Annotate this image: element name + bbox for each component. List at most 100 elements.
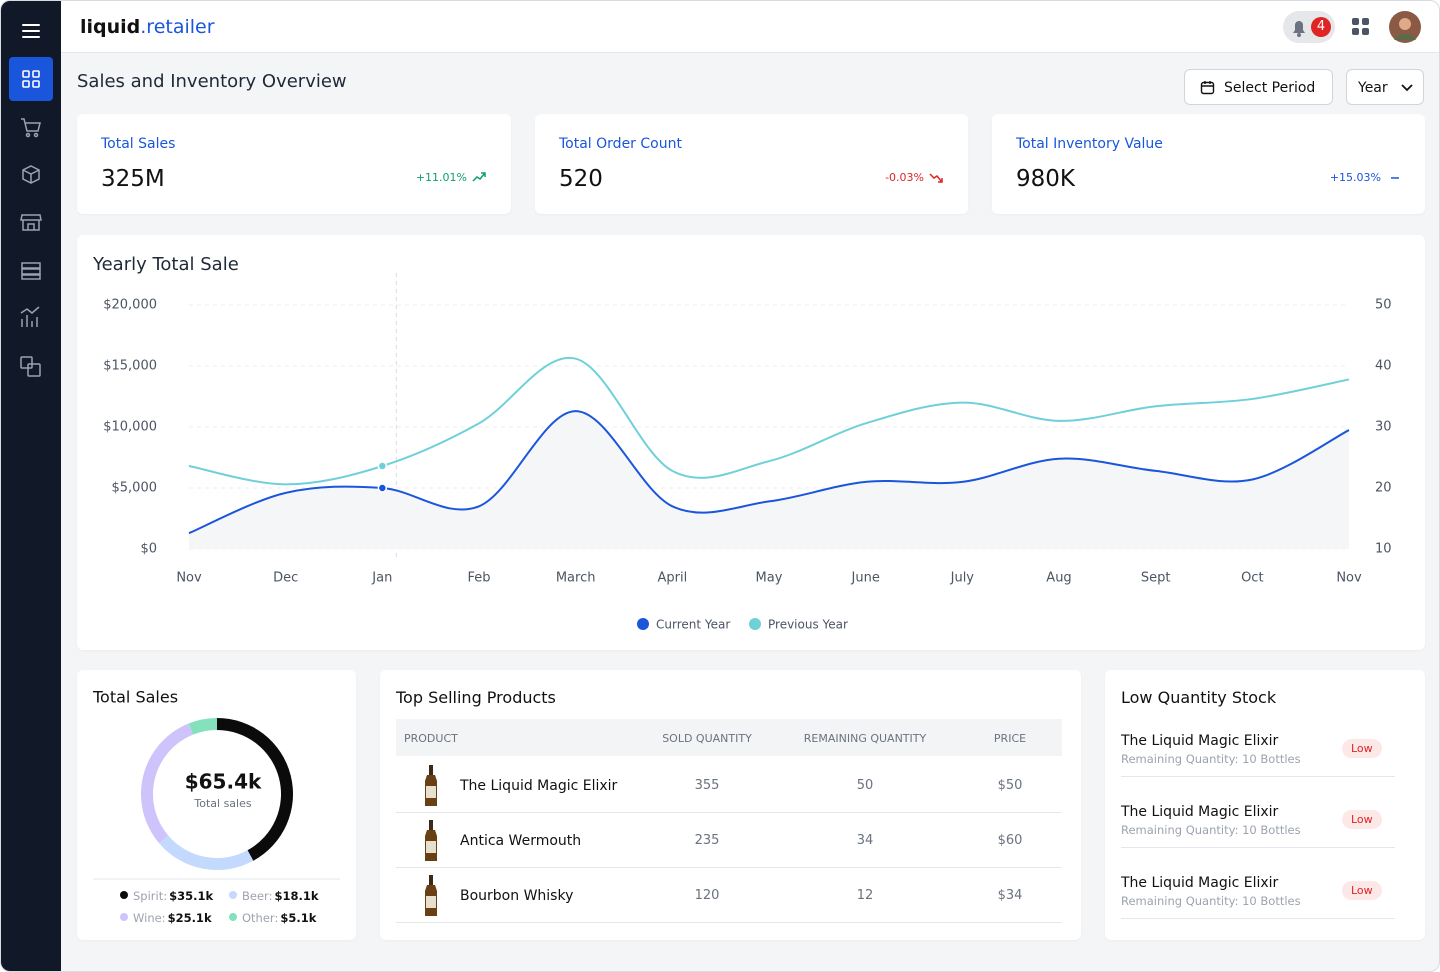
y-tick-label: $10,000	[103, 420, 157, 435]
y-tick-label: $20,000	[103, 298, 157, 313]
kpi-title: Total Sales	[101, 136, 176, 152]
divider	[1121, 918, 1395, 919]
stock-detail: Remaining Quantity: 10 Bottles	[1121, 894, 1301, 908]
line	[188, 356, 1350, 486]
chart-title: Yearly Total Sale	[92, 254, 239, 275]
product-name: Bourbon Whisky	[460, 888, 574, 904]
apps-icon[interactable]	[1351, 17, 1371, 37]
column-header: SOLD QUANTITY	[662, 732, 752, 745]
notification-count: 4	[1316, 19, 1326, 34]
x-tick-label: Feb	[467, 571, 490, 586]
area	[189, 411, 1349, 549]
notifications[interactable]: 4	[1283, 11, 1335, 43]
kpi-title: Total Inventory Value	[1016, 136, 1163, 152]
y2-tick-label: 50	[1375, 298, 1392, 313]
stock-detail: Remaining Quantity: 10 Bottles	[1121, 752, 1301, 766]
chart-card: Yearly Total Sale $0 $5,000 $10,000 $15,000…	[77, 235, 1425, 650]
divider	[1121, 847, 1395, 848]
kpi-value: 980K	[1016, 166, 1075, 192]
y-tick-label: $5,000	[112, 481, 158, 496]
cell: 34	[856, 833, 874, 848]
donut-segment	[141, 723, 194, 844]
x-tick-label: Nov	[1336, 571, 1362, 586]
x-tick-label: June	[851, 571, 880, 586]
kpi-title: Total Order Count	[559, 136, 682, 152]
legend-item: Other: $5.1k	[242, 911, 317, 925]
legend-value: $35.1k	[169, 889, 213, 903]
cell: 50	[856, 778, 874, 793]
x-tick-label: March	[556, 571, 596, 586]
cell: $34	[997, 888, 1023, 903]
bottle-icon	[421, 819, 441, 867]
stock-name: The Liquid Magic Elixir	[1121, 733, 1279, 749]
logo-accent: .retailer	[140, 16, 215, 38]
donut-card: Total Sales $65.4k Total sales Spirit: $3…	[77, 670, 356, 940]
x-tick-label: Aug	[1046, 571, 1071, 586]
donut-segment	[159, 835, 254, 870]
donut-segment	[217, 718, 294, 861]
kpi-card: Total Inventory Value 980K +15.03%	[992, 114, 1425, 214]
status-badge: Low	[1342, 810, 1382, 829]
stock-name: The Liquid Magic Elixir	[1121, 875, 1279, 891]
hover-point	[377, 461, 388, 471]
kpi-card: Total Order Count 520 -0.03%	[535, 114, 968, 214]
column-header: PRODUCT	[404, 732, 458, 745]
y-tick-label: $15,000	[103, 359, 157, 374]
legend-label: Wine:	[133, 911, 166, 925]
logo: liquid.retailer	[80, 18, 215, 37]
legend-marker	[120, 891, 128, 899]
logo-main: liquid	[80, 16, 141, 38]
legend-marker	[749, 618, 761, 630]
table-header	[396, 719, 1062, 756]
status-badge: Low	[1342, 881, 1382, 900]
divider	[1121, 776, 1395, 777]
y-tick-label: $0	[140, 542, 157, 557]
product-name: The Liquid Magic Elixir	[460, 778, 618, 794]
x-tick-label: Nov	[176, 571, 202, 586]
page-title: Sales and Inventory Overview	[77, 71, 347, 92]
column-header: PRICE	[993, 732, 1027, 745]
donut-segment	[188, 718, 217, 735]
cell: $50	[997, 778, 1023, 793]
product-name: Antica Wermouth	[460, 833, 582, 849]
cell: 120	[694, 888, 720, 903]
x-tick-label: Oct	[1241, 571, 1263, 586]
row-divider	[396, 922, 1062, 923]
donut-center-label: Total sales	[193, 797, 251, 810]
top-bar: liquid.retailer 4	[61, 1, 1439, 53]
cell: 12	[856, 888, 874, 903]
legend-marker	[229, 891, 237, 899]
legend-label: Spirit:	[133, 889, 167, 903]
donut-chart: Total Sales $65.4k Total sales Spirit: $3…	[92, 688, 340, 925]
select-period-button[interactable]: Select Period	[1184, 69, 1333, 105]
legend-item: Wine: $25.1k	[133, 911, 212, 925]
row-divider	[396, 812, 1062, 813]
x-tick-label: April	[657, 571, 687, 586]
x-tick-label: May	[756, 571, 783, 586]
period-dropdown[interactable]: Year	[1346, 69, 1424, 105]
x-tick-label: Jan	[371, 571, 392, 586]
legend-value: $18.1k	[274, 889, 318, 903]
cell: 355	[694, 778, 720, 793]
legend-item: Spirit: $35.1k	[133, 889, 213, 903]
kpi-change: -0.03%	[885, 171, 924, 184]
y2-tick-label: 20	[1375, 481, 1392, 496]
kpi-value: 520	[559, 166, 603, 192]
top-products-card	[380, 670, 1081, 940]
legend-value: $5.1k	[280, 911, 316, 925]
cell: $60	[997, 833, 1023, 848]
select-period-label: Select Period	[1224, 80, 1316, 96]
legend-marker	[120, 913, 128, 921]
sidebar	[1, 1, 61, 971]
avatar[interactable]	[1388, 10, 1422, 44]
legend-value: $25.1k	[168, 911, 212, 925]
bottle-icon	[421, 874, 441, 922]
kpi-change: +15.03%	[1329, 171, 1381, 184]
legend-marker	[229, 913, 237, 921]
legend-label: Beer:	[242, 889, 272, 903]
cell: 235	[694, 833, 720, 848]
legend-label: Other:	[242, 911, 278, 925]
low-stock-title: Low Quantity Stock	[1121, 688, 1277, 707]
sidebar-icons	[9, 24, 53, 377]
